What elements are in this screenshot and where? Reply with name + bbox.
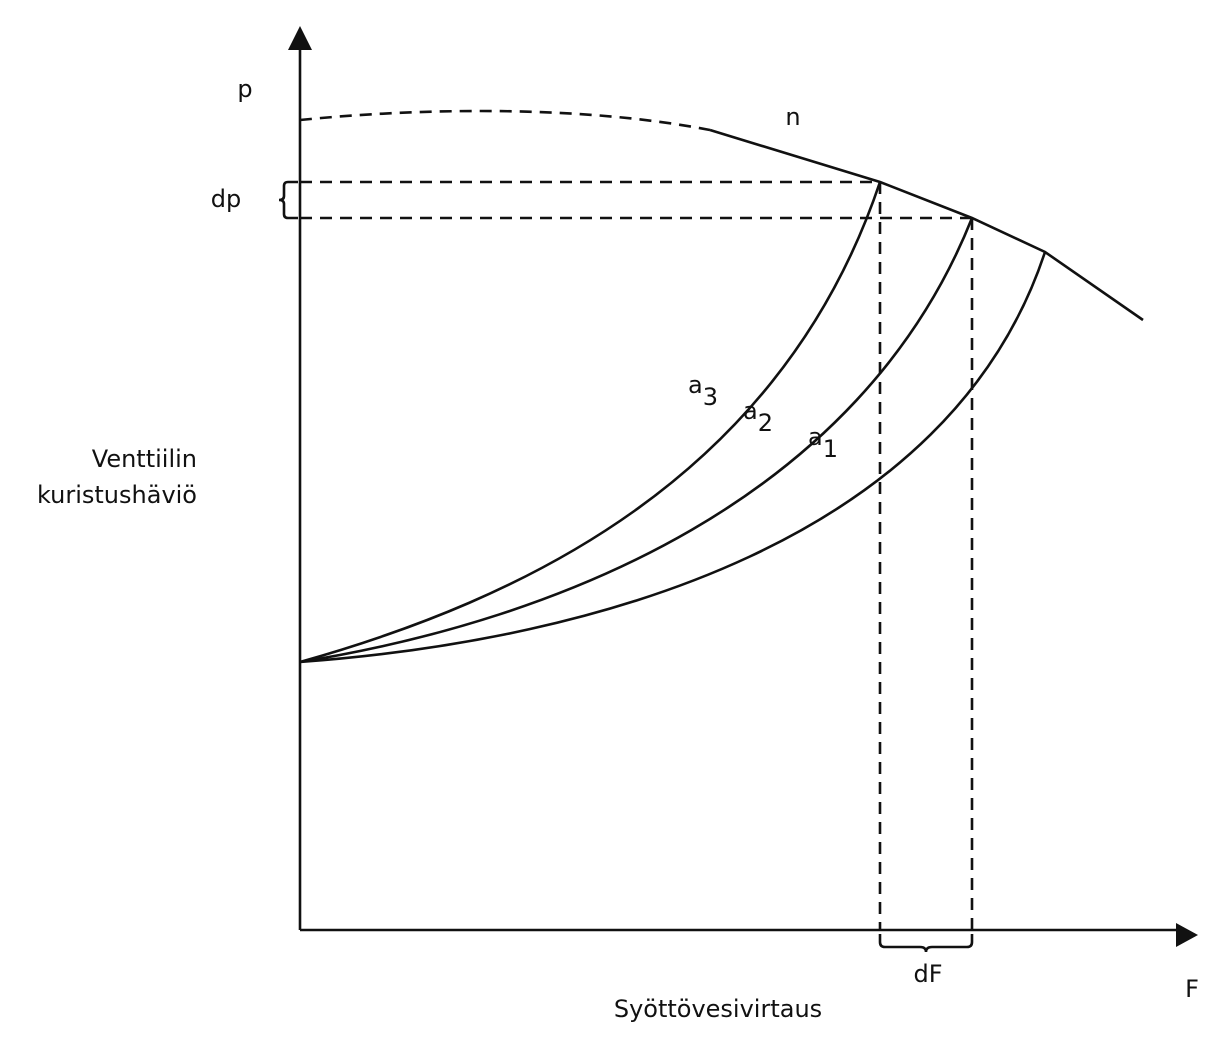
- dp-brace: [278, 180, 298, 220]
- df-label: dF: [913, 960, 942, 988]
- pump-curve-dashed: [299, 109, 711, 132]
- valve-curve: [299, 251, 1047, 664]
- pump-label: n: [785, 103, 800, 131]
- y-title: kuristushäviö: [37, 481, 197, 509]
- df-brace: [878, 934, 974, 953]
- x-arrow: [1176, 923, 1198, 947]
- valve-label: a1: [808, 423, 838, 463]
- valve-curve: [299, 181, 882, 664]
- x-symbol: F: [1185, 975, 1199, 1003]
- y-arrow: [288, 26, 312, 50]
- y-symbol: p: [237, 75, 252, 103]
- x-title: Syöttövesivirtaus: [614, 995, 822, 1023]
- dp-label: dp: [211, 185, 241, 213]
- valve-label-base: a: [743, 397, 758, 425]
- valve-label-sub: 1: [823, 435, 838, 463]
- valve-curve: [299, 217, 974, 664]
- valve-label-base: a: [688, 371, 703, 399]
- valve-label-sub: 2: [758, 409, 773, 437]
- valve-label: a2: [743, 397, 773, 437]
- y-title: Venttiilin: [92, 445, 197, 473]
- valve-label-base: a: [808, 423, 823, 451]
- valve-label: a3: [688, 371, 718, 411]
- valve-label-sub: 3: [703, 383, 718, 411]
